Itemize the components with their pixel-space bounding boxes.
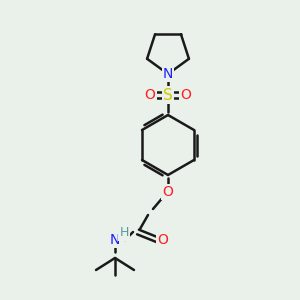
Text: N: N (110, 233, 120, 247)
Text: N: N (163, 67, 173, 81)
Text: O: O (163, 185, 173, 199)
Text: O: O (181, 88, 191, 102)
Text: O: O (145, 88, 155, 102)
Text: S: S (163, 88, 173, 103)
Text: O: O (158, 233, 168, 247)
Text: H: H (119, 226, 129, 239)
